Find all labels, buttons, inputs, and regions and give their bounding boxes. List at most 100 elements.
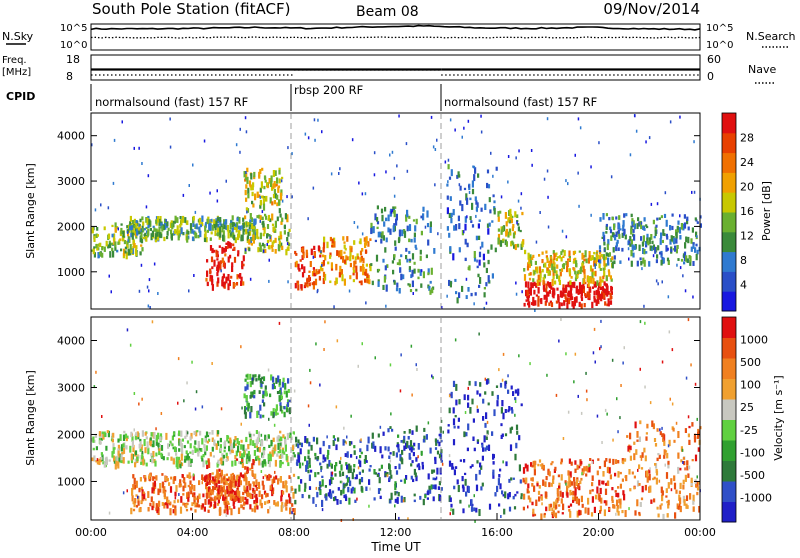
scatter-cell [362, 270, 365, 276]
noise-cell [592, 351, 595, 355]
scatter-cell [330, 493, 333, 499]
scatter-cell [170, 442, 173, 446]
noise-cell [600, 319, 602, 323]
scatter-cell [613, 255, 616, 260]
scatter-cell [222, 230, 225, 237]
scatter-cell [327, 261, 330, 265]
scatter-cell [593, 260, 596, 267]
scatter-cell [208, 438, 211, 442]
scatter-cell [502, 412, 505, 420]
scatter-cell [287, 242, 291, 247]
scatter-cell [501, 400, 504, 407]
scatter-cell [330, 268, 334, 271]
scatter-cell [256, 505, 259, 510]
scatter-cell [680, 258, 684, 262]
scatter-cell [494, 247, 497, 253]
scatter-cell [356, 253, 359, 257]
colorbar-swatch [722, 460, 736, 482]
scatter-cell [253, 389, 256, 395]
noise-cell [391, 150, 394, 154]
noise-cell [676, 263, 678, 267]
scatter-cell [245, 448, 248, 452]
noise-cell [440, 419, 443, 423]
scatter-cell [151, 487, 154, 494]
scatter-cell [255, 496, 258, 502]
scatter-cell [221, 279, 224, 287]
scatter-cell [131, 495, 134, 502]
scatter-cell [209, 237, 212, 241]
scatter-cell [385, 284, 388, 292]
scatter-cell [450, 212, 453, 218]
scatter-cell [542, 283, 545, 290]
scatter-cell [308, 494, 311, 499]
scatter-cell [242, 506, 245, 510]
scatter-cell [123, 240, 126, 245]
scatter-cell [278, 390, 282, 394]
scatter-cell [536, 279, 539, 287]
scatter-cell [366, 278, 369, 284]
scatter-cell [345, 475, 348, 479]
scatter-cell [478, 235, 481, 240]
scatter-cell [284, 439, 287, 444]
scatter-cell [529, 254, 532, 261]
scatter-cell [319, 484, 322, 488]
scatter-cell [256, 228, 259, 234]
scatter-cell [226, 435, 229, 442]
scatter-cell [400, 440, 403, 443]
noise-cell [93, 385, 96, 389]
scatter-cell [610, 235, 613, 241]
scatter-cell [665, 245, 668, 252]
noise-cell [240, 345, 242, 349]
scatter-cell [663, 233, 666, 237]
scatter-cell [227, 274, 230, 281]
scatter-cell [199, 430, 202, 436]
scatter-cell [473, 507, 476, 512]
scatter-cell [421, 464, 424, 470]
scatter-cell [543, 294, 546, 298]
noise-cell [304, 132, 307, 136]
scatter-cell [521, 241, 524, 245]
scatter-cell [527, 261, 530, 265]
scatter-cell [303, 488, 307, 492]
noise-cell [437, 232, 439, 236]
scatter-cell [222, 273, 225, 279]
noise-cell [220, 407, 223, 411]
scatter-cell [631, 218, 634, 223]
scatter-cell [398, 229, 401, 237]
scatter-cell [207, 509, 210, 513]
scatter-cell [699, 223, 702, 228]
scatter-cell [205, 237, 208, 243]
scatter-cell [229, 242, 232, 249]
scatter-cell [268, 234, 271, 237]
scatter-cell [283, 411, 286, 418]
scatter-cell [596, 486, 599, 494]
colorbar-swatch [722, 132, 736, 154]
scatter-cell [516, 214, 519, 218]
noise-cell [594, 360, 596, 364]
scatter-cell [365, 460, 368, 463]
scatter-cell [630, 225, 633, 231]
scatter-cell [410, 463, 413, 467]
scatter-cell [622, 490, 625, 496]
scatter-cell [392, 210, 395, 214]
noise-cell [661, 426, 663, 430]
scatter-cell [549, 300, 552, 304]
noise-cell [447, 180, 449, 184]
scatter-cell [673, 475, 676, 482]
noise-cell [516, 221, 518, 225]
scatter-cell [380, 238, 383, 244]
scatter-cell [245, 471, 248, 475]
scatter-cell [206, 464, 209, 470]
scatter-cell [223, 247, 226, 253]
scatter-cell [163, 236, 166, 242]
scatter-cell [219, 508, 222, 516]
scatter-cell [434, 447, 438, 450]
scatter-cell [593, 506, 596, 514]
noise-cell [546, 117, 549, 121]
scatter-cell [314, 452, 317, 457]
scatter-cell [262, 233, 265, 237]
scatter-cell [683, 261, 686, 265]
scatter-cell [537, 295, 540, 301]
scatter-cell [603, 270, 606, 277]
scatter-cell [323, 236, 326, 244]
